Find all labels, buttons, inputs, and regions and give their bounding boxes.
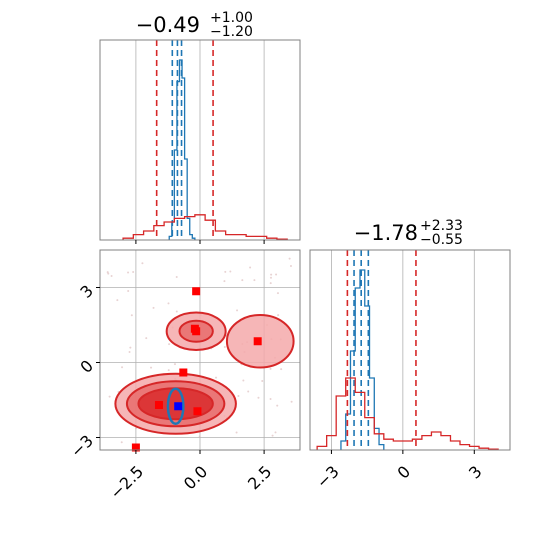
sample-point [261,380,264,383]
sample-point [173,363,176,366]
red-marker [179,368,188,377]
sample-point [247,390,250,393]
sample-point [108,395,111,398]
sample-point [141,262,144,265]
red-marker [192,287,201,296]
top-histogram-title-minus: −1.20 [210,24,253,40]
sample-point [168,343,171,346]
sample-point [224,270,227,273]
top-histogram-title-plus: +1.00 [210,10,253,26]
sample-point [167,302,170,305]
blue-contour [166,387,185,425]
x-tick-label: −2.5 [106,462,147,503]
sample-point [271,434,274,437]
sample-point [253,279,256,282]
sample-point [270,273,273,276]
sample-point [275,273,278,276]
histogram-series-0 [340,269,385,450]
right-histogram-panel: −3 0 3 [309,249,511,492]
sample-point [132,270,135,273]
sample-point [128,350,131,353]
right-histogram-title-minus: −0.55 [420,232,463,248]
blue-marker [174,402,183,411]
sample-point [277,314,280,317]
top-histogram-panel [99,39,301,244]
sample-point [274,431,277,434]
sample-point [129,346,132,349]
sample-point [152,306,155,309]
sample-point [269,276,272,279]
sample-point [269,397,272,400]
sample-point [130,314,133,317]
sample-point [280,368,283,371]
top-histogram-title: −0.49 [136,13,200,37]
sample-point [121,366,124,369]
sample-point [276,404,279,407]
sample-point [242,379,245,382]
sample-point [175,276,178,279]
sample-point [215,376,218,379]
red-marker [193,407,202,416]
sample-point [257,396,260,399]
sample-point [249,266,252,269]
y-tick-label: 0 [76,356,97,377]
y-tick-label: 3 [76,281,97,302]
red-marker [154,401,163,409]
x-tick-label: 3 [465,462,486,483]
sample-point [127,271,130,274]
sample-point [269,367,272,370]
sample-point [241,279,244,282]
sample-point [288,257,291,260]
red-marker [131,443,140,452]
x-tick-label: 0.0 [180,462,211,493]
sample-point [289,264,292,267]
red-marker [253,337,262,346]
right-histogram-title: −1.78 [354,221,418,245]
x-tick-label: 0 [394,462,415,483]
sample-point [236,309,239,312]
sample-point [175,310,178,313]
contour-panel: −2.5 0.0 2.5 −3 0 3 [67,249,301,503]
sample-point [116,299,119,302]
red-marker [192,327,201,336]
sample-point [235,431,238,434]
sample-point [269,282,272,285]
sample-point [198,435,201,438]
sample-point [120,441,123,444]
sample-point [223,280,226,283]
sample-point [290,400,293,403]
sample-point [276,292,279,295]
y-tick-label: −3 [67,431,97,461]
sample-point [167,369,170,372]
panel-frame [309,249,511,451]
sample-point [150,366,153,369]
histogram-series-1 [316,377,499,450]
x-tick-label: −3 [313,462,343,492]
sample-point [127,289,130,292]
right-histogram-title-plus: +2.33 [420,218,463,234]
histogram-series-1 [122,214,288,240]
sample-point [229,270,232,273]
sample-point [107,272,110,275]
x-tick-label: 2.5 [244,462,275,493]
sample-point [223,345,226,348]
sample-point [110,274,113,277]
sample-point [145,337,148,340]
sample-point [237,395,240,398]
